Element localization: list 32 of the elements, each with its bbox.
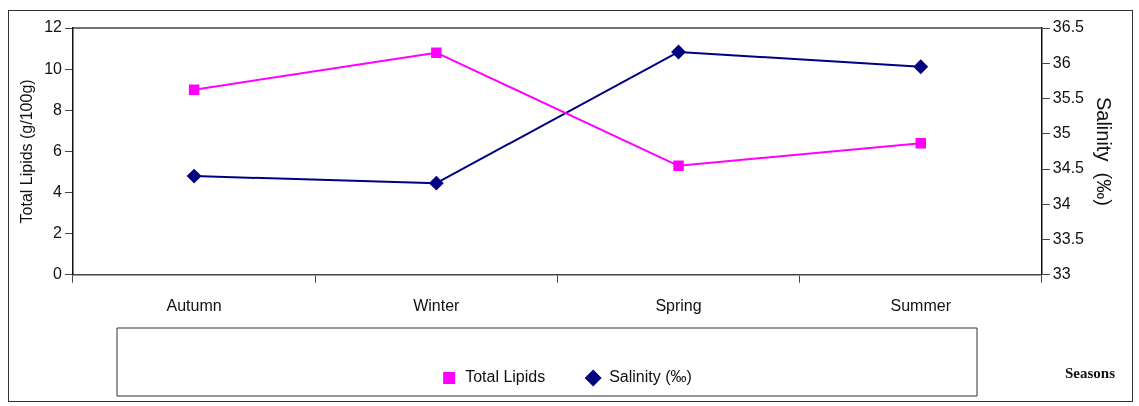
point	[429, 176, 444, 191]
x-tick-label: Winter	[413, 296, 461, 314]
y-tick-label: 4	[53, 182, 63, 200]
point	[431, 47, 442, 58]
y2-tick-label: 36	[1052, 53, 1071, 71]
point	[187, 169, 202, 184]
x-tick-label: Summer	[890, 296, 952, 314]
y-axis-title: Total Lipids (g/100g)	[18, 79, 36, 224]
point	[188, 84, 200, 95]
y-tick-label: 8	[53, 100, 63, 118]
x-axis-title: Seasons	[1064, 365, 1115, 382]
y2-tick-label: 34.5	[1052, 159, 1085, 177]
y-tick-label: 0	[53, 265, 63, 283]
point	[671, 44, 686, 59]
point	[673, 160, 684, 172]
y2-axis-title: Salinity (‰)	[1093, 96, 1116, 206]
y2-tick-label: 36.5	[1052, 18, 1085, 36]
y2-tick-label: 34	[1052, 194, 1071, 212]
y-tick-label: 10	[44, 59, 63, 77]
y-tick-label: 6	[53, 141, 63, 159]
point	[915, 137, 926, 149]
legend-label: Total Lipids	[465, 368, 546, 386]
legend-label: Salinity (‰)	[609, 368, 692, 386]
y2-tick-label: 35.5	[1052, 88, 1085, 106]
x-tick-label: Spring	[655, 296, 702, 314]
y-tick-label: 12	[44, 18, 63, 36]
y2-tick-label: 33.5	[1052, 229, 1085, 247]
y-tick-label: 2	[53, 224, 63, 242]
point	[913, 59, 928, 74]
x-tick-label: Autumn	[166, 296, 222, 314]
y2-tick-label: 35	[1052, 124, 1071, 142]
y2-tick-label: 33	[1052, 265, 1071, 283]
